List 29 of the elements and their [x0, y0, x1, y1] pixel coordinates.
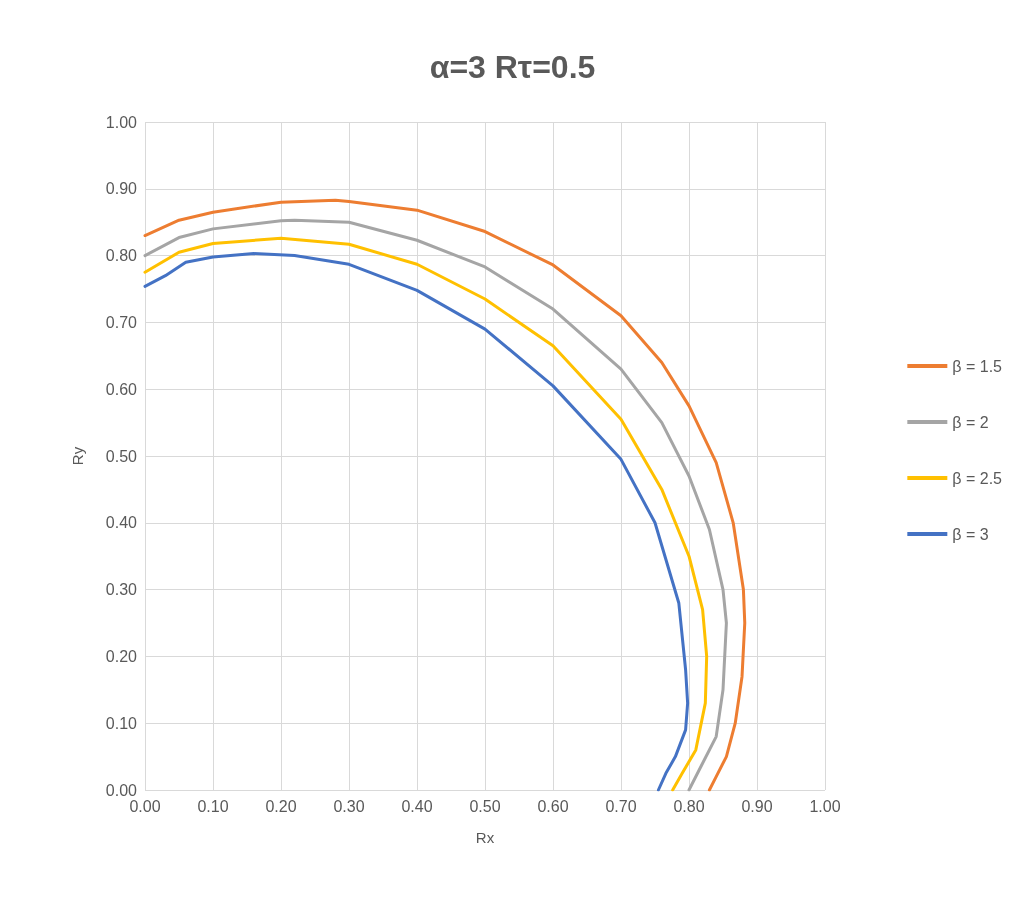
legend-label: β = 1.5 — [952, 357, 1003, 375]
y-tick-label: 0.40 — [105, 514, 138, 532]
y-axis-title: Ry — [69, 446, 86, 466]
y-tick-label: 0.50 — [105, 447, 138, 465]
x-tick-label: 0.00 — [129, 797, 161, 815]
x-tick-label: 0.60 — [537, 797, 569, 815]
y-tick-label: 1.00 — [105, 113, 138, 131]
y-tick-label: 0.80 — [105, 247, 138, 265]
y-tick-label: 0.70 — [105, 313, 138, 331]
x-tick-label: 0.50 — [469, 797, 501, 815]
legend-label: β = 2.5 — [952, 469, 1003, 487]
y-tick-label: 0.20 — [105, 647, 138, 665]
x-tick-label: 0.40 — [401, 797, 433, 815]
x-tick-label: 0.70 — [605, 797, 637, 815]
y-tick-label: 0.90 — [105, 180, 138, 198]
x-tick-label: 0.30 — [333, 797, 365, 815]
x-tick-label: 0.20 — [265, 797, 297, 815]
x-axis-title: Rx — [475, 829, 495, 846]
y-tick-label: 0.10 — [105, 714, 138, 732]
x-tick-label: 1.00 — [809, 797, 841, 815]
x-tick-label: 0.80 — [673, 797, 705, 815]
x-tick-label: 0.90 — [741, 797, 773, 815]
chart-title: α=3 Rτ=0.5 — [429, 49, 596, 85]
x-tick-label: 0.10 — [197, 797, 229, 815]
legend-label: β = 3 — [952, 525, 989, 543]
y-tick-label: 0.60 — [105, 380, 138, 398]
y-tick-label: 0.00 — [105, 781, 138, 799]
y-tick-label: 0.30 — [105, 581, 138, 599]
legend-label: β = 2 — [952, 413, 989, 431]
